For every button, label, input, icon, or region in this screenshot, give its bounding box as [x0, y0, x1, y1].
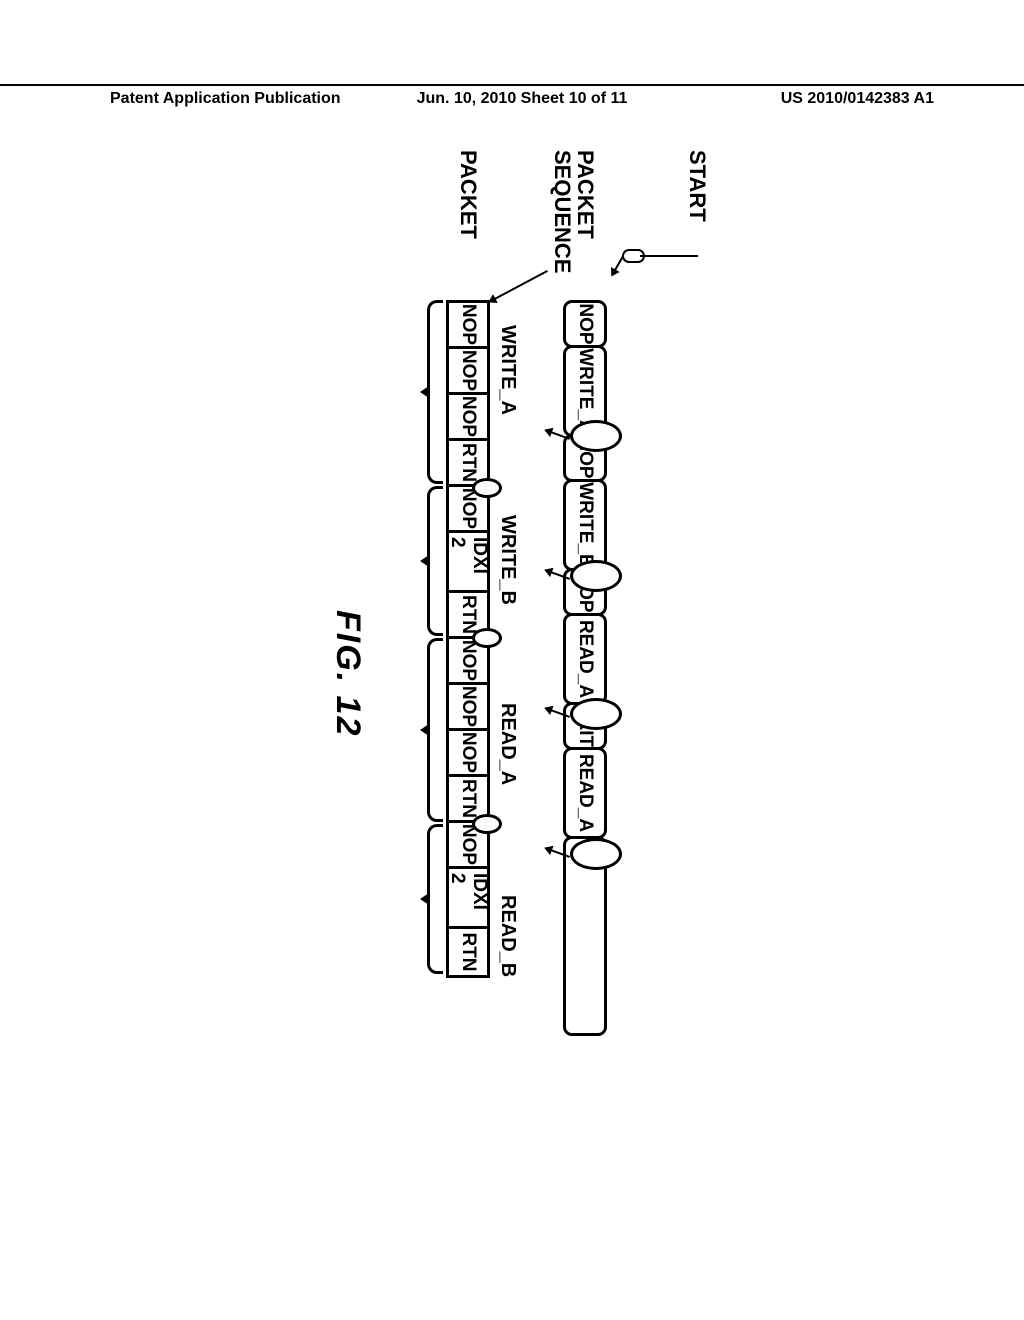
arrow-to-packet: [489, 270, 548, 303]
header-left: Patent Application Publication: [110, 90, 385, 108]
oval-4: [570, 838, 622, 870]
sequence-cell: WRITE_B: [563, 479, 607, 571]
mini-oval: [472, 628, 502, 648]
subroutine-label: WRITE_B: [496, 515, 519, 605]
diagram-wrap: START PACKET SEQUENCE NOP WRITE_A NOP WRITE…: [302, 150, 722, 1170]
subroutine-label: READ_B: [496, 895, 519, 977]
packet-cell: NOP: [449, 685, 487, 731]
sequence-row: NOPWRITE_ANOPWRITE_BNOPREAD_AEXITREAD_A: [563, 300, 607, 1033]
start-line: [640, 255, 698, 257]
packet-cell: NOP: [449, 731, 487, 777]
sequence-cell: READ_A: [563, 747, 607, 839]
mini-oval: [472, 478, 502, 498]
mini-oval: [472, 814, 502, 834]
diagram: START PACKET SEQUENCE NOP WRITE_A NOP WRITE…: [302, 150, 722, 1170]
packet-sequence-label: PACKET SEQUENCE: [551, 150, 597, 273]
page: Patent Application Publication Jun. 10, …: [0, 0, 1024, 1320]
packet-cell: NOP: [449, 395, 487, 441]
packet-cell: NOP: [449, 349, 487, 395]
underbrace: [427, 824, 443, 974]
header-right: US 2010/0142383 A1: [659, 90, 934, 108]
sequence-cell: NOP: [563, 300, 607, 348]
figure-caption: FIG. 12: [328, 610, 367, 737]
packet-cell: IDXI 2: [449, 533, 487, 593]
packet-label: PACKET: [455, 150, 481, 239]
oval-1: [570, 420, 622, 452]
packet-cell: RTN: [449, 929, 487, 975]
page-header: Patent Application Publication Jun. 10, …: [0, 84, 1024, 108]
packet-cell: IDXI 2: [449, 869, 487, 929]
underbrace: [427, 300, 443, 484]
pkt-seq-l2: SEQUENCE: [550, 150, 575, 273]
header-row: Patent Application Publication Jun. 10, …: [0, 90, 1024, 108]
header-middle: Jun. 10, 2010 Sheet 10 of 11: [385, 90, 660, 108]
arrow-start-1: [611, 256, 624, 276]
sequence-cell: READ_A: [563, 613, 607, 705]
start-bracket-bottom: [622, 249, 640, 263]
underbrace: [427, 486, 443, 636]
subroutine-label: READ_A: [496, 703, 519, 785]
oval-3: [570, 698, 622, 730]
pkt-seq-l1: PACKET: [573, 150, 598, 239]
underbrace: [427, 638, 443, 822]
start-label: START: [684, 150, 710, 222]
packet-cell: NOP: [449, 303, 487, 349]
subroutine-label: WRITE_A: [496, 325, 519, 415]
oval-2: [570, 560, 622, 592]
